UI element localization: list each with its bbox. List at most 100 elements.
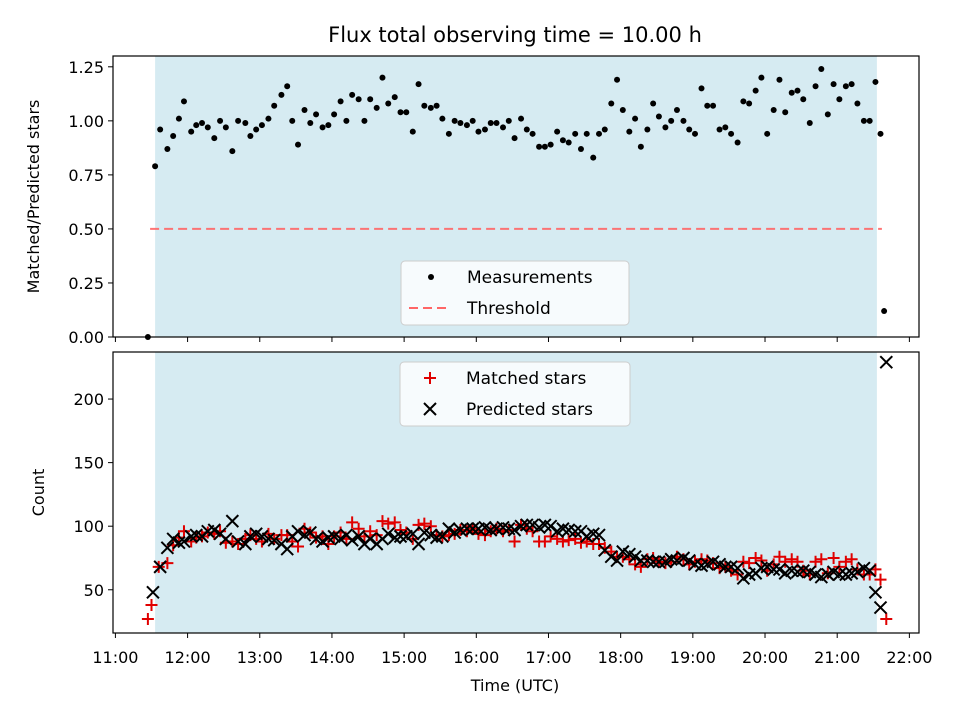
measurement-point — [698, 85, 705, 92]
predicted-point — [610, 553, 624, 568]
measurement-point — [877, 130, 884, 137]
measurement-point — [229, 148, 236, 155]
predicted-point — [604, 550, 618, 564]
measurement-point — [794, 87, 801, 94]
measurement-point — [427, 104, 434, 111]
matched-point — [779, 555, 792, 568]
plot-frame — [112, 55, 920, 338]
measurement-point — [500, 124, 507, 131]
matched-point — [755, 554, 768, 567]
measurement-point — [289, 117, 296, 124]
measurement-point — [343, 117, 350, 124]
measurement-point — [559, 137, 566, 144]
measurement-point — [284, 83, 291, 90]
measurement-point — [848, 81, 855, 88]
measurement-point — [872, 78, 879, 85]
predicted-point — [465, 522, 480, 536]
measurement-point — [596, 130, 603, 137]
x-tick-label: 18:00 — [598, 648, 644, 667]
measurement-point — [881, 308, 888, 315]
measurement-point — [331, 111, 338, 118]
predicted-point — [646, 555, 660, 569]
predicted-point — [351, 529, 366, 544]
predicted-point — [166, 532, 180, 546]
matched-point — [731, 568, 744, 581]
measurement-point — [193, 122, 200, 129]
measurement-point — [505, 117, 512, 124]
predicted-point — [333, 532, 348, 546]
matched-point — [827, 551, 840, 564]
measurement-point — [180, 98, 187, 105]
predicted-point — [345, 533, 359, 547]
predicted-point — [868, 585, 883, 600]
y-tick-label: 200 — [73, 390, 104, 409]
measurement-point — [409, 128, 416, 135]
measurement-point — [475, 128, 482, 135]
matched-point — [574, 536, 587, 549]
predicted-point — [177, 534, 191, 549]
measurement-point — [668, 117, 675, 124]
predicted-point — [406, 527, 420, 541]
measurement-point — [235, 117, 242, 124]
measurement-point — [385, 100, 392, 107]
predicted-point — [736, 571, 751, 586]
measurement-point — [782, 109, 789, 116]
x-tick-label: 21:00 — [814, 648, 860, 667]
legend-label: Predicted stars — [466, 400, 593, 420]
matched-point — [839, 555, 852, 568]
predicted-point — [381, 527, 395, 541]
predicted-point — [393, 529, 408, 544]
measurement-point — [445, 130, 452, 137]
matched-point — [424, 520, 437, 533]
measurement-point — [433, 102, 440, 109]
measurement-point — [361, 117, 368, 124]
measurement-point — [704, 102, 711, 109]
x-tick-label: 14:00 — [309, 648, 355, 667]
predicted-point — [207, 523, 221, 537]
predicted-point — [231, 534, 245, 549]
measurement-point — [421, 102, 428, 109]
measurement-point — [554, 128, 561, 135]
measurement-point — [278, 91, 285, 98]
predicted-point — [628, 550, 642, 564]
measurement-point — [619, 107, 626, 114]
legend-marker-measurements — [428, 274, 434, 280]
x-tick-label: 20:00 — [742, 648, 788, 667]
measurement-point — [511, 135, 518, 142]
measurement-point — [523, 126, 530, 133]
measurement-point — [788, 89, 795, 96]
measurement-point — [518, 115, 525, 122]
measurement-point — [680, 117, 687, 124]
measurement-point — [818, 65, 825, 72]
matched-point — [785, 553, 798, 566]
predicted-point — [718, 560, 733, 574]
predicted-point — [225, 514, 240, 528]
matched-point — [418, 517, 431, 530]
matched-point — [352, 522, 365, 535]
measurement-point — [734, 139, 741, 146]
measurement-point — [355, 96, 362, 103]
measurement-point — [188, 128, 195, 135]
predicted-point — [219, 532, 233, 546]
y-tick-label: 150 — [73, 454, 104, 473]
predicted-point — [460, 522, 474, 536]
predicted-point — [832, 567, 847, 582]
measurement-point — [301, 107, 308, 114]
measurement-point — [583, 130, 590, 137]
y-tick-label: 100 — [73, 517, 104, 536]
predicted-point — [280, 542, 294, 556]
measurement-point — [650, 100, 657, 107]
predicted-point — [411, 537, 426, 551]
legend-box — [400, 260, 630, 326]
measurement-point — [391, 94, 398, 101]
measurement-point — [716, 126, 723, 133]
x-tick-label: 15:00 — [381, 648, 427, 667]
predicted-point — [160, 541, 175, 555]
x-tick-label: 13:00 — [237, 648, 283, 667]
measurement-point — [842, 83, 849, 90]
matched-point — [232, 537, 245, 550]
x-tick-label: 19:00 — [670, 648, 716, 667]
measurement-point — [529, 130, 536, 137]
legend: Matched stars Predicted stars — [399, 361, 631, 427]
matched-point — [874, 573, 887, 586]
